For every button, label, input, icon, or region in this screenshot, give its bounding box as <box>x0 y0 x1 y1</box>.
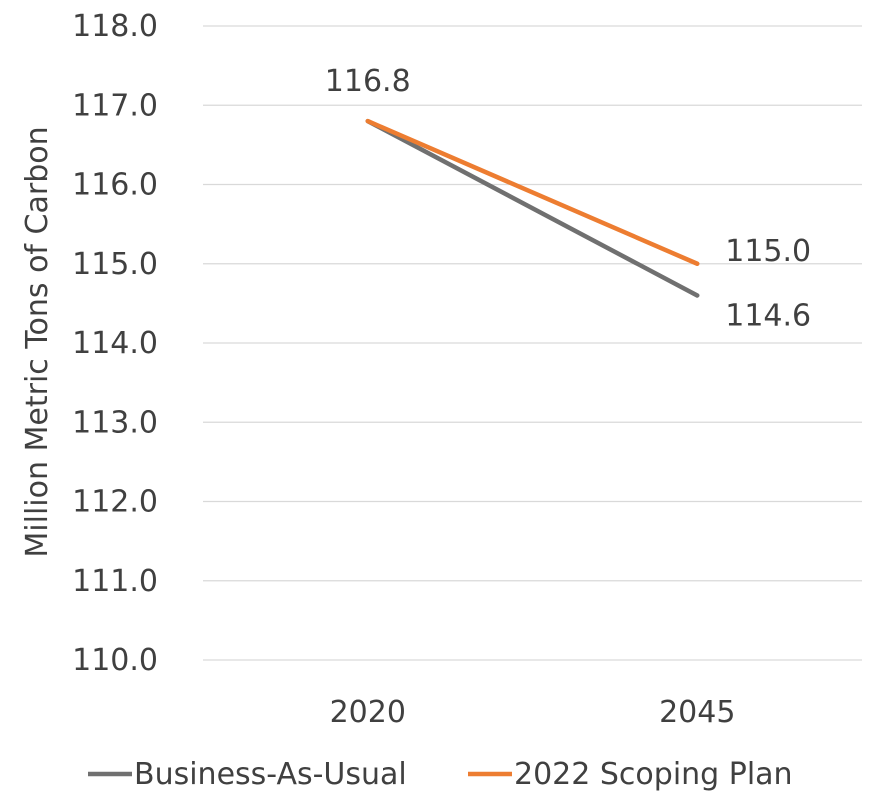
y-axis-label: Million Metric Tons of Carbon <box>20 126 55 557</box>
y-tick-label: 117.0 <box>72 88 158 123</box>
y-tick-label: 112.0 <box>72 485 158 520</box>
y-tick-label: 110.0 <box>72 643 158 678</box>
series-line <box>365 118 700 298</box>
gridlines <box>203 25 862 661</box>
x-axis-ticks: 2020 2045 <box>330 695 736 730</box>
data-label: 114.6 <box>725 298 811 333</box>
data-labels: 114.6 116.8 115.0 <box>325 64 811 333</box>
y-tick-label: 118.0 <box>72 9 158 44</box>
y-tick-label: 114.0 <box>72 326 158 361</box>
legend-label: Business-As-Usual <box>134 757 407 792</box>
x-tick-label: 2045 <box>659 695 735 730</box>
series <box>365 118 700 298</box>
y-axis-ticks: 110.0 111.0 112.0 113.0 114.0 115.0 116.0 117.0… <box>72 9 158 678</box>
y-tick-label: 115.0 <box>72 247 158 282</box>
y-tick-label: 116.0 <box>72 168 158 203</box>
y-tick-label: 113.0 <box>72 405 158 440</box>
legend: Business-As-Usual 2022 Scoping Plan <box>88 757 793 792</box>
data-label: 115.0 <box>725 234 811 269</box>
series-line <box>365 118 700 266</box>
data-label: 116.8 <box>325 64 411 99</box>
y-tick-label: 111.0 <box>72 564 158 599</box>
legend-label: 2022 Scoping Plan <box>514 757 793 792</box>
x-tick-label: 2020 <box>330 695 406 730</box>
